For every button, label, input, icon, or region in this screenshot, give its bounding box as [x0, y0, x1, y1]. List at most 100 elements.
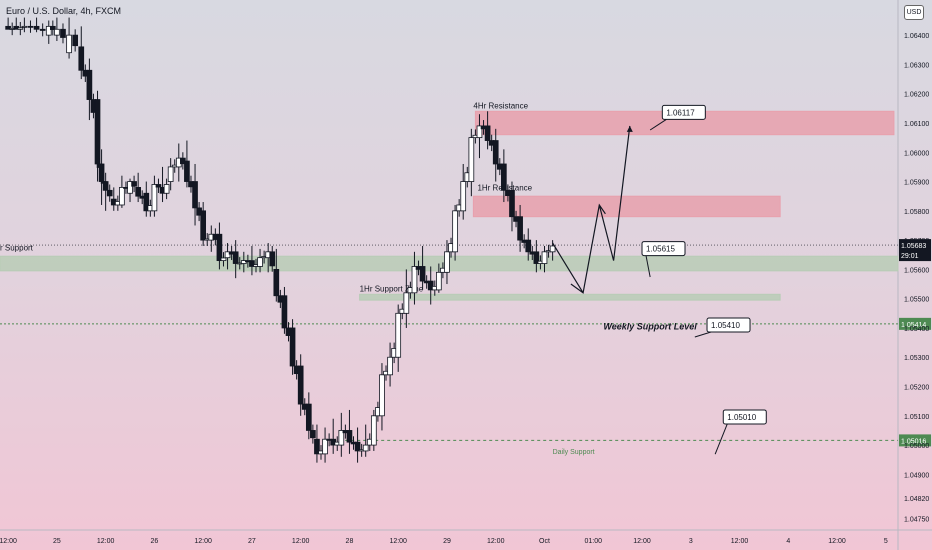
candle-body: [21, 25, 28, 28]
x-tick-label: 12:00: [97, 538, 115, 545]
x-tick-label: 12:00: [0, 538, 17, 545]
candle-body: [220, 257, 227, 262]
y-tick-label: 1.05800: [904, 209, 929, 216]
callout-box: [641, 241, 686, 257]
1hr-support-zone: [359, 293, 781, 301]
y-tick-label: 1.05600: [904, 267, 929, 274]
candle-body: [379, 374, 385, 417]
y-tick-label: 1.06100: [904, 121, 929, 128]
callout-label: 1.05010: [727, 413, 756, 422]
currency-badge[interactable]: USD: [904, 5, 924, 20]
candle-body: [45, 25, 52, 36]
daily-support-annotation: Daily Support: [553, 449, 595, 456]
x-tick-label: 29: [443, 538, 451, 545]
candle-body: [60, 28, 66, 38]
candle-body: [257, 257, 263, 267]
candle-body: [273, 268, 280, 297]
candle-body: [362, 444, 369, 452]
candle-body: [525, 239, 532, 253]
y-tick-label: 1.05700: [904, 238, 929, 245]
callout-label: 1.06117: [666, 108, 695, 117]
candle-body: [452, 210, 458, 253]
candle-body: [127, 181, 133, 194]
candle-body: [54, 28, 60, 36]
candle-body: [346, 430, 353, 443]
projection-path: [552, 125, 631, 294]
candle-body: [216, 233, 223, 262]
x-tick-label: 12:00: [828, 538, 846, 545]
candle-body: [476, 125, 483, 139]
y-tick-label: 1.05100: [904, 414, 929, 421]
y-tick-label: 1.05500: [904, 297, 929, 304]
callout-label: 1.05410: [711, 321, 740, 330]
candle-body: [39, 28, 46, 31]
candle-body: [131, 181, 137, 187]
candle-body: [419, 266, 426, 282]
current-price-tag: [899, 239, 931, 262]
candle-body: [460, 181, 467, 212]
candle-body: [427, 280, 434, 291]
candle-body: [5, 25, 11, 30]
callout-pointer: [645, 255, 651, 278]
x-tick-label: 12:00: [487, 538, 505, 545]
y-tick-label: 1.04820: [904, 496, 929, 503]
1hr-resistance-zone: [472, 195, 781, 218]
candle-body: [541, 251, 548, 264]
y-tick-label: 1.04750: [904, 516, 929, 523]
candle-body: [468, 137, 475, 182]
x-tick-label: Oct: [539, 538, 550, 545]
candle-body: [200, 210, 207, 241]
candle-body: [249, 260, 255, 267]
candle-body: [94, 99, 101, 165]
candle-body: [297, 365, 304, 405]
4hr-resistance-zone-label: 4Hr Resistance: [473, 101, 528, 110]
support-zone-label: r Support: [0, 243, 34, 252]
candle-body: [66, 34, 72, 54]
candle-body: [86, 69, 93, 100]
x-tick-label: 25: [53, 538, 61, 545]
candle-body: [106, 189, 113, 197]
callout-pointer: [694, 331, 712, 338]
x-tick-label: 3: [689, 538, 693, 545]
x-tick-label: 01:00: [584, 538, 602, 545]
candle-body: [281, 295, 288, 329]
candle-body: [192, 181, 198, 209]
candle-body: [387, 356, 393, 376]
y-tick-label: 1.05400: [904, 326, 929, 333]
candle-body: [289, 327, 296, 367]
callout-box: [661, 104, 706, 120]
candle-body: [305, 403, 312, 431]
x-tick-label: 12:00: [292, 538, 310, 545]
candle-body: [549, 245, 556, 253]
candle-body: [102, 181, 109, 191]
candle-body: [72, 34, 79, 47]
x-tick-label: 4: [786, 538, 790, 545]
candle-body: [314, 438, 320, 455]
x-tick-label: 27: [248, 538, 256, 545]
daily-support-line-tag: [899, 434, 931, 447]
candle-body: [395, 312, 402, 358]
1hr-support-zone-label: 1Hr Support Zone: [360, 284, 424, 293]
y-tick-label: 1.04900: [904, 472, 929, 479]
candle-body: [119, 187, 125, 206]
y-tick-label: 1.05300: [904, 355, 929, 362]
candle-body: [184, 160, 190, 182]
y-tick-label: 1.06200: [904, 92, 929, 99]
x-tick-label: 12:00: [633, 538, 651, 545]
weekly-support-line-tag-label: 1.05414: [901, 322, 926, 329]
candle-body: [33, 25, 40, 30]
chart-title: Euro / U.S. Dollar, 4h, FXCM: [6, 6, 122, 16]
candle-body: [484, 125, 491, 141]
y-tick-label: 1.06400: [904, 33, 929, 40]
candle-body: [444, 251, 450, 273]
candle-body: [322, 438, 328, 455]
candle-body: [310, 430, 316, 439]
candle-body: [27, 25, 34, 28]
x-tick-label: 26: [151, 538, 159, 545]
candle-body: [509, 189, 515, 218]
y-tick-label: 1.05900: [904, 180, 929, 187]
candle-body: [533, 251, 540, 264]
candle-body: [269, 251, 276, 267]
